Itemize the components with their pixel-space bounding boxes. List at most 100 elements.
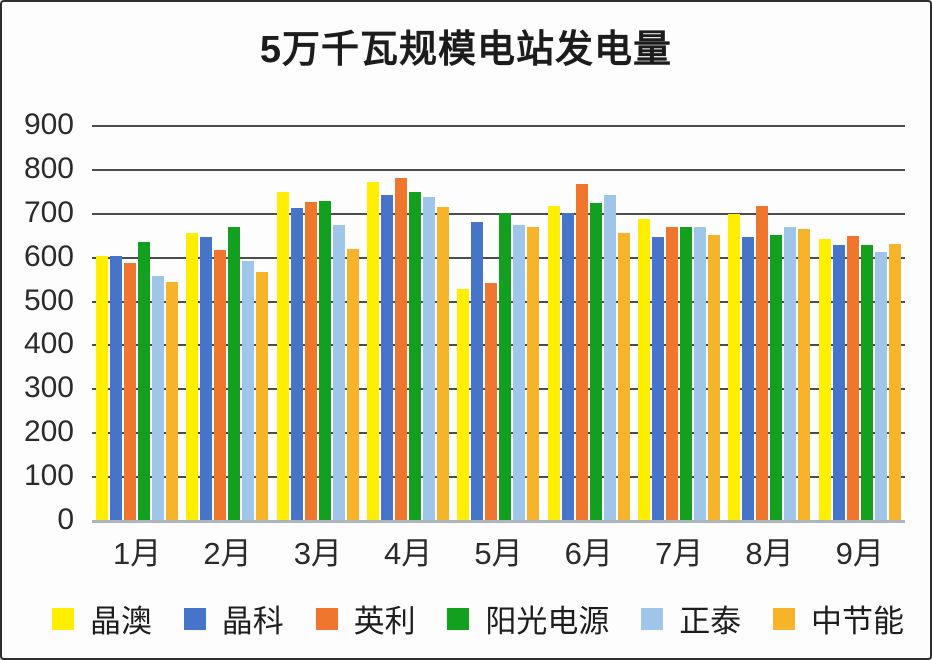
bar-晶科-6月 — [561, 212, 574, 520]
bar-晶科-3月 — [290, 207, 303, 520]
bar-英利-5月 — [485, 283, 498, 520]
bar-正泰-8月 — [784, 226, 797, 520]
bar-正泰-4月 — [423, 196, 436, 520]
bar-阳光电源-5月 — [499, 212, 512, 520]
gridline-200 — [92, 432, 905, 435]
bar-中节能-2月 — [256, 272, 269, 520]
legend-swatch-zhengtai — [641, 607, 664, 630]
bar-groups — [92, 125, 905, 520]
x-label-7: 7月 — [655, 536, 704, 571]
bar-group-4月 — [363, 125, 453, 520]
bar-阳光电源-6月 — [589, 203, 602, 520]
legend-item-yingli: 英利 — [315, 596, 416, 641]
bar-英利-3月 — [304, 201, 317, 520]
bar-中节能-9月 — [888, 244, 901, 520]
y-tick-900: 900 — [23, 108, 74, 141]
gridline-500 — [92, 300, 905, 303]
bar-正泰-2月 — [242, 261, 255, 520]
legend-swatch-jinao — [52, 607, 74, 630]
x-label-8: 8月 — [745, 536, 794, 571]
bar-正泰-1月 — [152, 276, 165, 520]
bar-group-8月 — [724, 125, 814, 520]
bar-晶澳-4月 — [367, 182, 380, 520]
bar-晶澳-8月 — [728, 214, 741, 520]
y-tick-0: 0 — [57, 503, 74, 536]
gridline-600 — [92, 256, 905, 259]
x-label-4: 4月 — [384, 536, 433, 571]
x-axis-labels: 1月 2月 3月 4月 5月 6月 7月 8月 9月 — [92, 528, 905, 573]
bar-晶澳-5月 — [457, 288, 470, 520]
legend-swatch-yingli — [315, 607, 338, 630]
bar-group-5月 — [453, 125, 543, 520]
bar-阳光电源-9月 — [860, 244, 873, 520]
bar-晶科-9月 — [832, 245, 845, 520]
bar-英利-8月 — [756, 205, 769, 520]
x-label-6: 6月 — [564, 536, 613, 571]
gridline-800 — [92, 168, 905, 171]
y-tick-500: 500 — [23, 283, 74, 317]
bar-晶科-4月 — [381, 194, 394, 520]
legend-item-jinao: 晶澳 — [52, 596, 152, 641]
bar-正泰-7月 — [694, 226, 707, 520]
bar-英利-1月 — [124, 263, 137, 520]
bar-group-9月 — [815, 125, 905, 520]
bar-阳光电源-8月 — [770, 234, 783, 520]
bar-晶科-5月 — [471, 222, 484, 520]
bar-阳光电源-4月 — [409, 192, 422, 520]
bar-晶澳-2月 — [186, 233, 199, 520]
legend-item-yangguangdianyuan: 阳光电源 — [447, 596, 609, 641]
bar-阳光电源-2月 — [228, 226, 241, 520]
bar-晶澳-1月 — [96, 255, 109, 520]
gridline-300 — [92, 388, 905, 391]
legend-label-yingli: 英利 — [353, 604, 416, 639]
x-label-2: 2月 — [203, 536, 252, 571]
plot-area — [92, 125, 905, 523]
bar-英利-7月 — [666, 226, 679, 520]
bar-中节能-8月 — [798, 229, 811, 520]
bar-中节能-6月 — [617, 232, 630, 520]
chart-title: 5万千瓦规模电站发电量 — [259, 29, 673, 71]
y-tick-400: 400 — [23, 327, 74, 361]
y-tick-600: 600 — [23, 239, 74, 273]
legend-label-zhengtai: 正泰 — [679, 604, 742, 639]
bar-正泰-5月 — [513, 224, 526, 520]
bar-晶科-8月 — [742, 236, 755, 520]
x-label-3: 3月 — [293, 536, 342, 571]
bar-中节能-7月 — [708, 234, 721, 520]
bar-晶澳-6月 — [547, 205, 560, 520]
x-axis-baseline — [92, 520, 905, 523]
y-axis: 900 800 700 600 500 400 300 200 100 0 — [2, 110, 82, 535]
bar-group-7月 — [634, 125, 724, 520]
y-tick-300: 300 — [23, 371, 74, 405]
x-label-1: 1月 — [113, 536, 162, 571]
legend-item-zhongjieneng: 中节能 — [772, 596, 904, 641]
bar-英利-9月 — [846, 235, 859, 520]
bar-正泰-9月 — [874, 251, 887, 520]
bar-中节能-3月 — [346, 249, 359, 520]
bar-group-3月 — [273, 125, 363, 520]
bar-group-1月 — [92, 125, 182, 520]
y-tick-700: 700 — [23, 195, 74, 229]
legend-swatch-yangguangdianyuan — [447, 607, 470, 630]
bar-晶科-1月 — [110, 256, 123, 520]
bar-正泰-3月 — [332, 224, 345, 520]
y-tick-200: 200 — [23, 415, 74, 449]
bar-阳光电源-7月 — [680, 227, 693, 520]
legend-swatch-jinke — [183, 607, 206, 630]
gridline-900 — [92, 125, 905, 127]
bar-英利-2月 — [214, 250, 227, 520]
bar-中节能-5月 — [527, 226, 540, 520]
legend-item-zhengtai: 正泰 — [641, 596, 741, 641]
bar-英利-4月 — [395, 177, 408, 520]
y-tick-100: 100 — [23, 459, 74, 493]
legend: 晶澳 晶科 英利 阳光电源 正泰 中节能 — [2, 596, 930, 641]
bar-正泰-6月 — [603, 195, 616, 520]
legend-label-jinke: 晶科 — [221, 604, 284, 639]
legend-label-zhongjieneng: 中节能 — [810, 604, 904, 639]
bar-阳光电源-1月 — [138, 241, 151, 520]
bar-group-2月 — [182, 125, 272, 520]
bar-晶科-7月 — [652, 236, 665, 520]
bar-晶科-2月 — [200, 236, 213, 520]
bar-晶澳-3月 — [276, 191, 289, 520]
